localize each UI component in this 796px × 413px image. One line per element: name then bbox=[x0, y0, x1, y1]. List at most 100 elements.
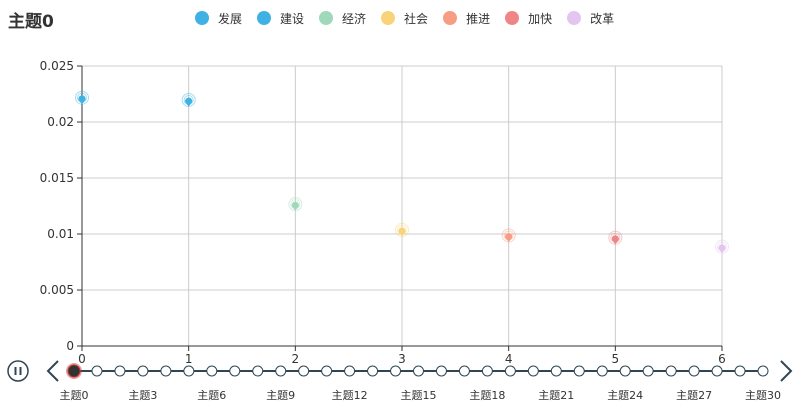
timeline-node[interactable] bbox=[665, 365, 677, 377]
timeline-label[interactable]: 主题21 bbox=[538, 389, 574, 402]
timeline-node[interactable] bbox=[137, 365, 149, 377]
timeline-node[interactable] bbox=[435, 365, 447, 377]
pause-button[interactable] bbox=[7, 360, 29, 382]
legend-swatch bbox=[567, 11, 582, 25]
timeline-node[interactable] bbox=[550, 365, 562, 377]
timeline-label[interactable]: 主题27 bbox=[676, 389, 712, 402]
timeline-label[interactable]: 主题24 bbox=[607, 389, 643, 402]
timeline-node[interactable] bbox=[711, 365, 723, 377]
timeline-node[interactable] bbox=[344, 365, 356, 377]
timeline-node[interactable] bbox=[458, 365, 470, 377]
timeline-node[interactable] bbox=[321, 365, 333, 377]
scatter-marker bbox=[291, 201, 299, 211]
timeline-node[interactable] bbox=[688, 365, 700, 377]
timeline-node[interactable] bbox=[596, 365, 608, 377]
x-tick-label: 4 bbox=[505, 352, 513, 366]
timeline-node[interactable] bbox=[298, 365, 310, 377]
scatter-point[interactable] bbox=[181, 92, 196, 107]
legend-item[interactable]: 推进 bbox=[443, 10, 490, 27]
timeline-node[interactable] bbox=[642, 365, 654, 377]
legend-swatch bbox=[443, 11, 458, 25]
timeline-node[interactable] bbox=[757, 365, 769, 377]
x-tick-label: 1 bbox=[185, 352, 193, 366]
y-tick-label: 0.005 bbox=[40, 283, 74, 297]
chevron-right-icon[interactable] bbox=[780, 360, 793, 382]
legend-label: 改革 bbox=[590, 11, 615, 26]
timeline-node-current[interactable] bbox=[67, 364, 81, 378]
timeline-label[interactable]: 主题6 bbox=[197, 389, 226, 402]
timeline-label[interactable]: 主题9 bbox=[266, 389, 295, 402]
timeline-node[interactable] bbox=[504, 365, 516, 377]
legend-item[interactable]: 改革 bbox=[567, 10, 614, 27]
timeline-node[interactable] bbox=[275, 365, 287, 377]
legend-label: 建设 bbox=[280, 11, 305, 26]
legend-label: 加快 bbox=[528, 11, 553, 26]
legend-swatch bbox=[381, 11, 396, 25]
legend-item[interactable]: 经济 bbox=[319, 10, 366, 27]
legend-swatch bbox=[505, 11, 520, 25]
legend-label: 社会 bbox=[404, 11, 429, 26]
timeline-node[interactable] bbox=[91, 365, 103, 377]
legend-item[interactable]: 建设 bbox=[257, 10, 304, 27]
legend-item[interactable]: 社会 bbox=[381, 10, 428, 27]
scatter-marker bbox=[185, 97, 193, 107]
timeline[interactable]: 主题0 主题3 主题6 主题9 主题12 主题15 主题18 主题21 主题24 主题27 主题30 bbox=[7, 360, 793, 402]
y-tick-label: 0.02 bbox=[47, 115, 74, 129]
timeline-node[interactable] bbox=[413, 365, 424, 377]
timeline-node[interactable] bbox=[619, 365, 631, 377]
timeline-node[interactable] bbox=[573, 365, 585, 377]
grid-lines bbox=[82, 65, 723, 346]
chevron-left-icon[interactable] bbox=[46, 360, 59, 382]
timeline-node[interactable] bbox=[252, 365, 264, 377]
timeline-label[interactable]: 主题0 bbox=[60, 389, 89, 402]
legend-swatch bbox=[195, 11, 209, 25]
legend-label: 发展 bbox=[218, 11, 243, 26]
scatter-point[interactable] bbox=[715, 239, 729, 254]
scatter-marks bbox=[75, 90, 729, 254]
legend-item[interactable]: 加快 bbox=[505, 10, 552, 27]
y-tick-label: 0.025 bbox=[40, 59, 74, 73]
timeline-label[interactable]: 主题15 bbox=[401, 389, 437, 402]
scatter-point[interactable] bbox=[395, 222, 409, 237]
timeline-node[interactable] bbox=[183, 365, 195, 377]
legend-swatch bbox=[319, 11, 334, 25]
timeline-node[interactable] bbox=[206, 365, 218, 377]
timeline-node[interactable] bbox=[160, 365, 172, 377]
scatter-marker bbox=[398, 227, 406, 237]
pause-icon bbox=[14, 367, 17, 375]
x-tick-label: 5 bbox=[612, 352, 620, 366]
legend-swatch bbox=[257, 11, 272, 25]
timeline-label[interactable]: 主题12 bbox=[332, 389, 368, 402]
legend-label: 推进 bbox=[466, 11, 491, 26]
scatter-marker bbox=[718, 244, 726, 254]
scatter-marker bbox=[611, 235, 619, 245]
scatter-marker bbox=[505, 233, 513, 242]
timeline-node[interactable] bbox=[527, 365, 539, 377]
pause-icon bbox=[19, 367, 22, 375]
timeline-node[interactable] bbox=[229, 365, 241, 377]
scatter-point[interactable] bbox=[608, 230, 623, 245]
x-tick-label: 0 bbox=[78, 352, 86, 366]
legend-item[interactable]: 发展 bbox=[195, 10, 242, 27]
y-tick-label: 0.015 bbox=[40, 171, 74, 185]
x-tick-label: 2 bbox=[292, 352, 300, 366]
timeline-node[interactable] bbox=[481, 365, 493, 377]
timeline-node[interactable] bbox=[114, 365, 126, 377]
scatter-point[interactable] bbox=[501, 228, 516, 243]
timeline-node[interactable] bbox=[734, 365, 746, 377]
scatter-marker bbox=[78, 95, 86, 105]
timeline-label[interactable]: 主题30 bbox=[745, 389, 781, 402]
timeline-node[interactable] bbox=[390, 365, 402, 377]
timeline-label[interactable]: 主题3 bbox=[128, 389, 157, 402]
y-tick-label: 0.01 bbox=[47, 227, 74, 241]
chart-title: 主题0 bbox=[8, 12, 54, 32]
timeline-node[interactable] bbox=[367, 365, 379, 377]
timeline-label[interactable]: 主题18 bbox=[469, 389, 505, 402]
scatter-point[interactable] bbox=[75, 90, 89, 105]
x-tick-label: 3 bbox=[398, 352, 406, 366]
legend-label: 经济 bbox=[342, 11, 367, 26]
axes: 0 0.005 0.01 0.015 0.02 0.025 0 1 2 3 4 5 6 bbox=[40, 59, 726, 366]
pause-icon-ring bbox=[7, 360, 29, 382]
scatter-point[interactable] bbox=[288, 197, 303, 212]
